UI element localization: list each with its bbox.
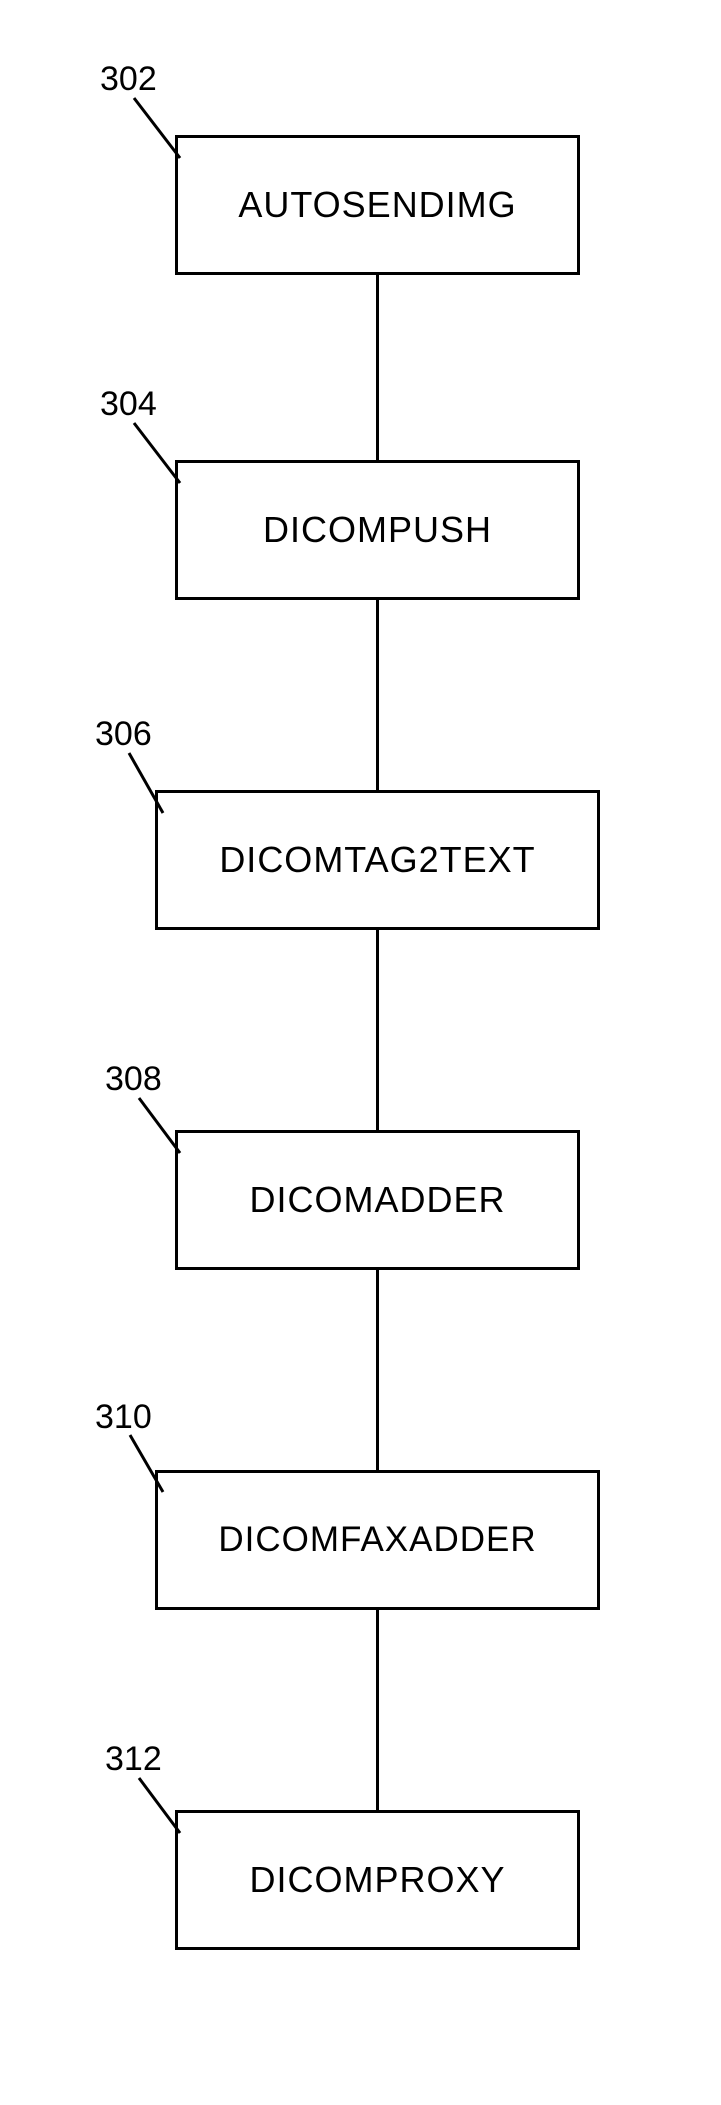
node-text-n6: DICOMPROXY	[249, 1859, 505, 1901]
leader-line-n4	[137, 1096, 182, 1155]
node-label-n1: 302	[100, 60, 157, 99]
leader-line-n3	[127, 751, 165, 815]
node-label-n4: 308	[105, 1060, 162, 1099]
node-label-n2: 304	[100, 385, 157, 424]
leader-line-n2	[132, 421, 182, 485]
connector-2	[376, 930, 379, 1130]
node-label-n5: 310	[95, 1398, 152, 1437]
node-text-n2: DICOMPUSH	[263, 509, 492, 551]
connector-4	[376, 1610, 379, 1810]
node-n3: DICOMTAG2TEXT	[155, 790, 600, 930]
connector-3	[376, 1270, 379, 1470]
node-text-n4: DICOMADDER	[249, 1179, 505, 1221]
node-text-n3: DICOMTAG2TEXT	[219, 839, 535, 881]
node-n1: AUTOSENDIMG	[175, 135, 580, 275]
leader-line-n6	[137, 1776, 182, 1835]
node-text-n5: DICOMFAXADDER	[218, 1520, 536, 1560]
node-label-n6: 312	[105, 1740, 162, 1779]
node-n2: DICOMPUSH	[175, 460, 580, 600]
connector-1	[376, 600, 379, 790]
leader-line-n5	[128, 1433, 165, 1494]
leader-line-n1	[132, 96, 182, 160]
node-label-n3: 306	[95, 715, 152, 754]
node-n6: DICOMPROXY	[175, 1810, 580, 1950]
node-text-n1: AUTOSENDIMG	[238, 184, 516, 226]
node-n4: DICOMADDER	[175, 1130, 580, 1270]
connector-0	[376, 275, 379, 460]
node-n5: DICOMFAXADDER	[155, 1470, 600, 1610]
